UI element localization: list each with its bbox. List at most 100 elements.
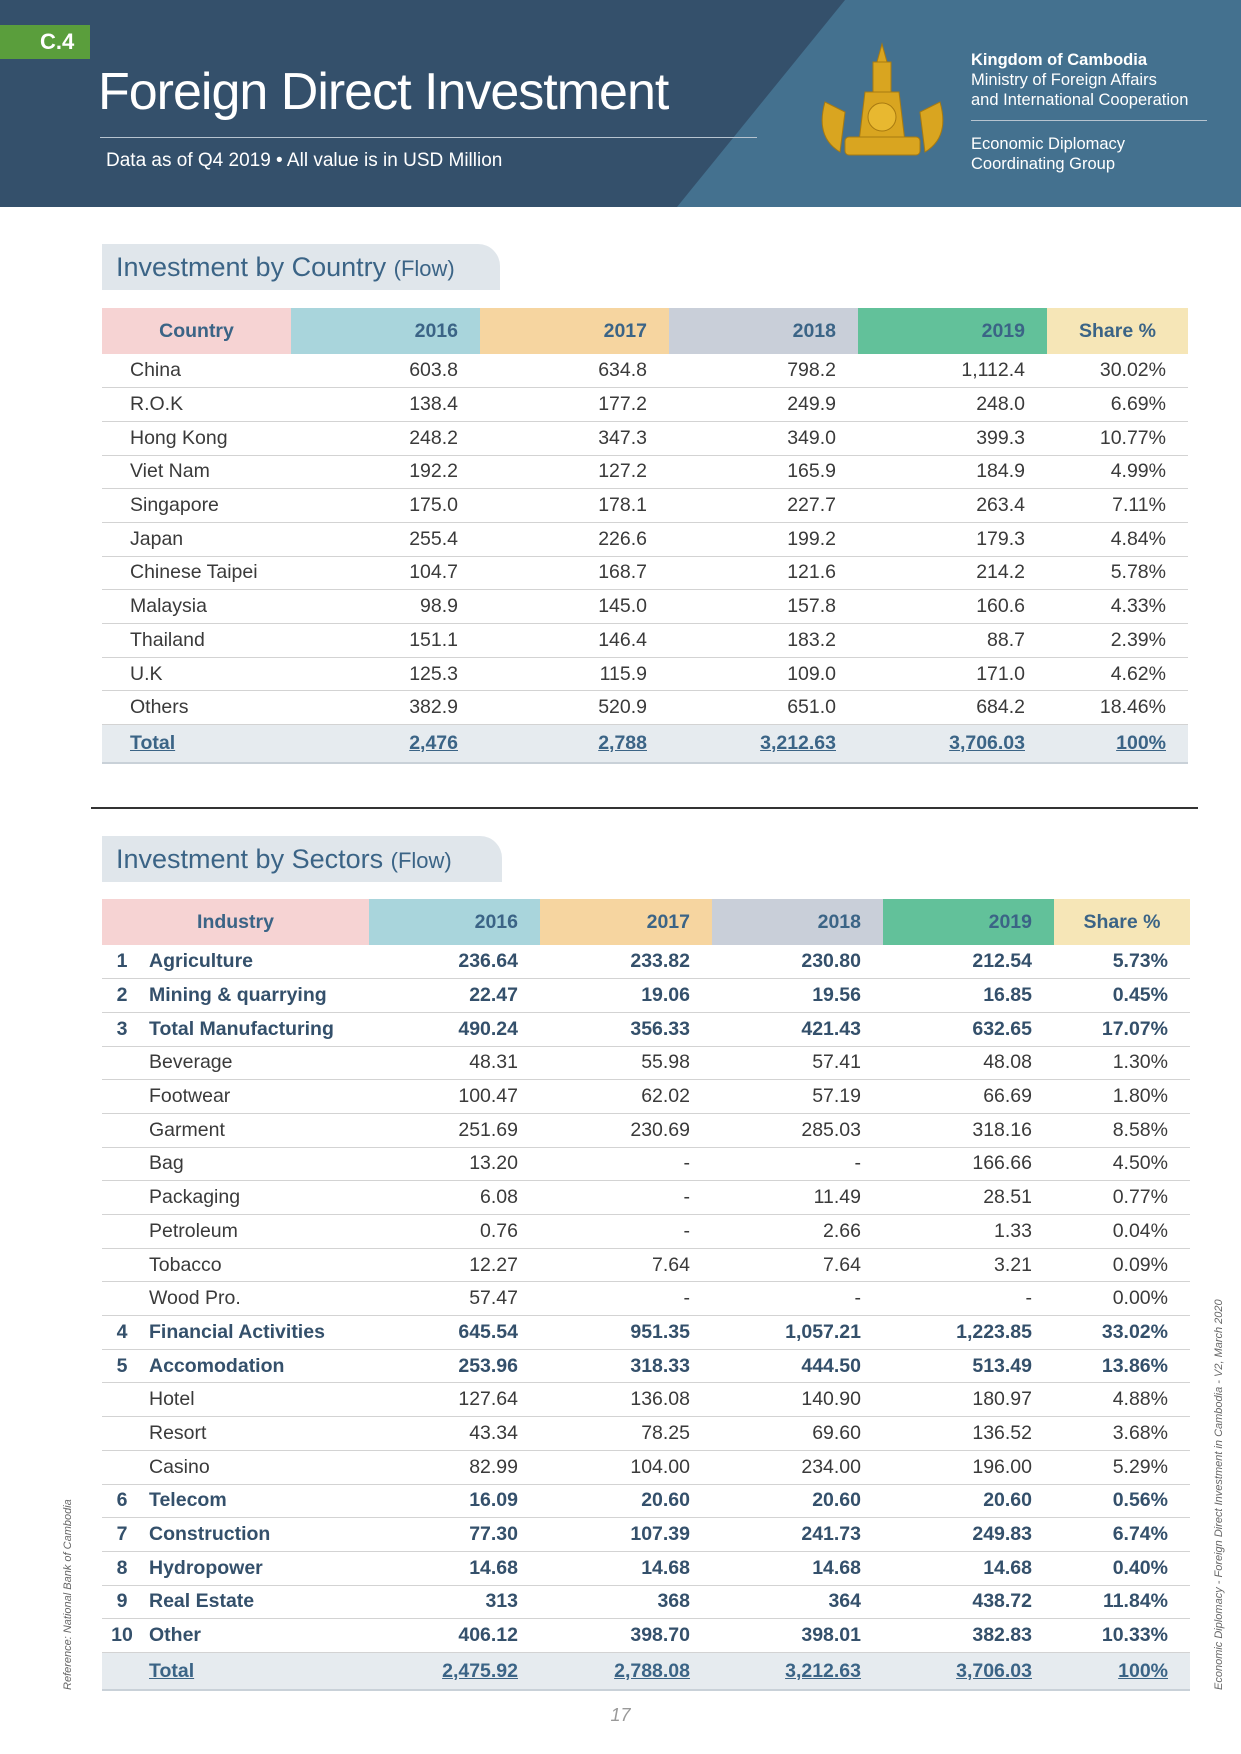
table-row: 6 Telecom 16.09 20.60 20.60 20.60 0.56% <box>102 1484 1190 1519</box>
table-cell: 382.9 <box>291 690 480 726</box>
table-cell: 5.29% <box>1054 1450 1190 1485</box>
table-cell: 28.51 <box>883 1180 1054 1215</box>
table-cell: 398.01 <box>712 1618 883 1653</box>
table-cell: 1.33 <box>883 1214 1054 1249</box>
table-cell: 14.68 <box>883 1551 1054 1586</box>
table-cell: 0.45% <box>1054 978 1190 1013</box>
table-cell: Petroleum <box>142 1214 369 1249</box>
table-row: 8 Hydropower 14.68 14.68 14.68 14.68 0.40% <box>102 1551 1190 1586</box>
total-row: Total 2,476 2,788 3,212.63 3,706.03 100% <box>102 724 1188 764</box>
table-cell: 30.02% <box>1047 354 1188 389</box>
col-header-2018: 2018 <box>669 308 858 354</box>
table-cell: - <box>540 1281 712 1317</box>
table-cell: 10.77% <box>1047 421 1188 456</box>
sectors-title-text: Investment by Sectors <box>116 844 384 874</box>
table-cell: 78.25 <box>540 1416 712 1451</box>
table-cell: 438.72 <box>883 1585 1054 1620</box>
table-cell: 6.08 <box>369 1180 540 1215</box>
page-header: C.4 Foreign Direct Investment Data as of… <box>0 0 1241 207</box>
table-cell: 3.68% <box>1054 1416 1190 1451</box>
table-cell: 634.8 <box>480 354 669 389</box>
country-title-suffix: (Flow) <box>393 256 455 281</box>
table-cell: 4.33% <box>1047 589 1188 624</box>
table-cell: 16.09 <box>369 1484 540 1519</box>
table-cell: 2.66 <box>712 1214 883 1249</box>
table-cell: 192.2 <box>291 455 480 490</box>
table-cell: 6 <box>102 1484 142 1519</box>
table-cell: 19.06 <box>540 978 712 1013</box>
table-row: Malaysia 98.9 145.0 157.8 160.6 4.33% <box>102 589 1188 624</box>
table-cell: 178.1 <box>480 488 669 523</box>
table-cell <box>102 1416 142 1451</box>
table-cell: 100% <box>1054 1652 1190 1692</box>
table-cell: 234.00 <box>712 1450 883 1485</box>
table-cell: 160.6 <box>858 589 1047 624</box>
table-cell: 263.4 <box>858 488 1047 523</box>
table-cell: 1,223.85 <box>883 1315 1054 1350</box>
table-cell: 241.73 <box>712 1517 883 1552</box>
table-cell: 196.00 <box>883 1450 1054 1485</box>
table-cell: 10 <box>102 1618 142 1653</box>
table-cell: 632.65 <box>883 1012 1054 1047</box>
group-line-1: Economic Diplomacy <box>971 135 1126 153</box>
table-cell: 12.27 <box>369 1248 540 1283</box>
table-cell: 5.78% <box>1047 556 1188 591</box>
table-cell: 398.70 <box>540 1618 712 1653</box>
table-cell: - <box>540 1180 712 1215</box>
table-row: 9 Real Estate 313 368 364 438.72 11.84% <box>102 1585 1190 1620</box>
table-row: Footwear 100.47 62.02 57.19 66.69 1.80% <box>102 1079 1190 1114</box>
section-badge: C.4 <box>0 25 90 59</box>
table-cell: 249.9 <box>669 387 858 422</box>
table-row: 1 Agriculture 236.64 233.82 230.80 212.54 5.73… <box>102 945 1190 980</box>
table-cell: 100.47 <box>369 1079 540 1114</box>
table-cell: Other <box>142 1618 369 1653</box>
table-cell: Thailand <box>102 623 291 658</box>
table-cell: 318.16 <box>883 1113 1054 1148</box>
table-cell <box>102 1079 142 1114</box>
table-cell: 7.11% <box>1047 488 1188 523</box>
table-cell: - <box>883 1281 1054 1317</box>
table-cell: 248.0 <box>858 387 1047 422</box>
col-header-2018: 2018 <box>712 899 883 945</box>
table-row: 3 Total Manufacturing 490.24 356.33 421.43 63… <box>102 1012 1190 1047</box>
org-divider <box>971 120 1207 121</box>
table-cell: 10.33% <box>1054 1618 1190 1653</box>
table-cell: 57.19 <box>712 1079 883 1114</box>
table-cell: 3 <box>102 1012 142 1047</box>
table-cell: 11.84% <box>1054 1585 1190 1620</box>
table-cell: 13.20 <box>369 1147 540 1182</box>
sectors-table: Industry 2016 2017 2018 2019 Share % 1 Ag… <box>102 899 1190 1692</box>
table-cell: 406.12 <box>369 1618 540 1653</box>
section-divider <box>91 807 1198 809</box>
table-cell: 125.3 <box>291 657 480 692</box>
table-cell: Real Estate <box>142 1585 369 1620</box>
table-cell: 175.0 <box>291 488 480 523</box>
table-cell: 951.35 <box>540 1315 712 1350</box>
org-name: Kingdom of Cambodia <box>971 51 1147 69</box>
table-row: 7 Construction 77.30 107.39 241.73 249.83 6.74… <box>102 1517 1190 1552</box>
table-cell: 199.2 <box>669 522 858 557</box>
table-cell: 3,212.63 <box>712 1652 883 1692</box>
table-cell: 66.69 <box>883 1079 1054 1114</box>
table-cell: Financial Activities <box>142 1315 369 1350</box>
table-cell: 4.88% <box>1054 1382 1190 1418</box>
table-row: Hong Kong 248.2 347.3 349.0 399.3 10.77% <box>102 421 1188 456</box>
table-cell: 0.40% <box>1054 1551 1190 1586</box>
table-cell: 212.54 <box>883 945 1054 980</box>
table-row: 5 Accomodation 253.96 318.33 444.50 513.49 13.… <box>102 1349 1190 1384</box>
table-cell: 6.74% <box>1054 1517 1190 1552</box>
table-cell: 13.86% <box>1054 1349 1190 1384</box>
table-cell: 104.00 <box>540 1450 712 1485</box>
header-dark-panel <box>0 0 845 207</box>
table-cell: 136.52 <box>883 1416 1054 1451</box>
table-cell: 100% <box>1047 724 1188 764</box>
table-cell: 14.68 <box>540 1551 712 1586</box>
table-cell: 121.6 <box>669 556 858 591</box>
table-cell: 183.2 <box>669 623 858 658</box>
table-cell: 145.0 <box>480 589 669 624</box>
table-cell: 214.2 <box>858 556 1047 591</box>
table-cell: 0.56% <box>1054 1484 1190 1519</box>
table-cell: Wood Pro. <box>142 1281 369 1317</box>
table-cell: 6.69% <box>1047 387 1188 422</box>
table-row: Japan 255.4 226.6 199.2 179.3 4.84% <box>102 522 1188 557</box>
